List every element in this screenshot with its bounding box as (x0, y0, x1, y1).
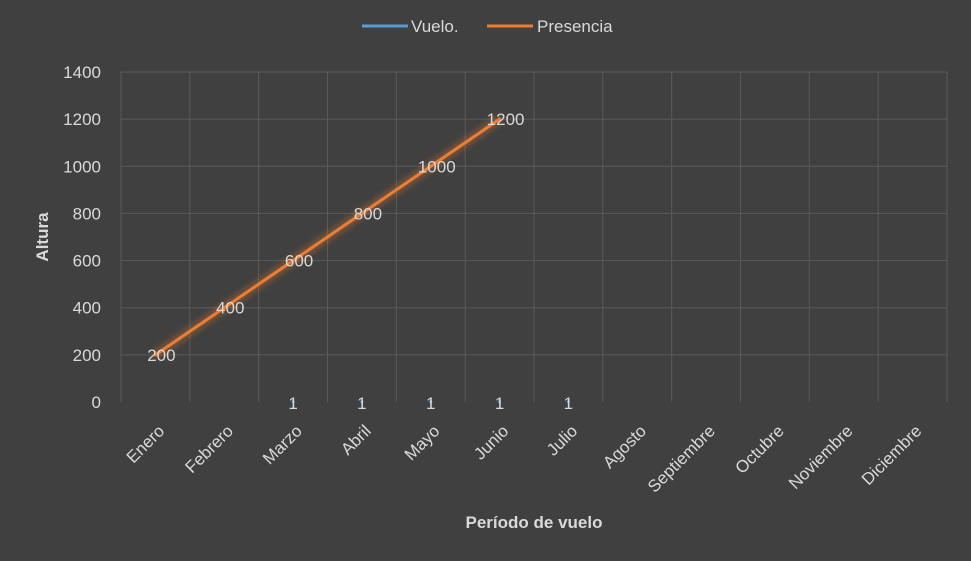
data-point (153, 353, 157, 357)
legend: Vuelo. Presencia (362, 17, 613, 36)
data-label: 1 (357, 394, 366, 413)
y-tick-label: 1000 (63, 157, 101, 176)
data-label: 400 (216, 299, 244, 318)
x-tick-label: Octubre (732, 421, 788, 477)
series-line (153, 117, 502, 357)
data-point (360, 211, 364, 215)
y-tick-label: 400 (73, 299, 101, 318)
y-tick-label: 600 (73, 252, 101, 271)
data-label: 1 (288, 394, 297, 413)
data-point (222, 306, 226, 310)
data-point (429, 400, 433, 404)
data-point (291, 400, 295, 404)
y-tick-label: 800 (73, 204, 101, 223)
x-tick-label: Julio (543, 421, 581, 459)
y-axis-title: Altura (33, 212, 52, 262)
legend-label: Vuelo. (411, 17, 459, 36)
x-tick-label: Agosto (599, 421, 650, 472)
x-tick-label: Enero (123, 421, 169, 467)
data-point (360, 400, 364, 404)
data-label: 600 (285, 252, 313, 271)
data-label: 1200 (487, 110, 525, 129)
data-label: 1 (426, 394, 435, 413)
x-tick-label: Febrero (182, 421, 238, 477)
x-tick-label: Mayo (401, 421, 444, 464)
data-label: 1 (495, 394, 504, 413)
y-tick-label: 1200 (63, 110, 101, 129)
y-tick-label: 0 (92, 393, 101, 412)
x-tick-label: Noviembre (785, 421, 857, 493)
data-label: 1000 (418, 157, 456, 176)
x-tick-label: Marzo (259, 421, 306, 468)
gridlines (120, 71, 948, 402)
x-tick-label: Diciembre (858, 421, 926, 489)
data-point (429, 164, 433, 168)
data-label: 1 (564, 394, 573, 413)
x-axis-ticks: Enero Febrero Marzo Abril Mayo Junio Julio Agos… (123, 421, 926, 496)
series-lines (153, 117, 570, 404)
x-axis-title: Período de vuelo (466, 513, 603, 532)
data-point (291, 259, 295, 263)
y-tick-label: 1400 (63, 63, 101, 82)
data-point (566, 400, 570, 404)
x-tick-label: Septiembre (644, 421, 719, 496)
x-tick-label: Junio (470, 421, 512, 463)
data-label: 200 (147, 346, 175, 365)
data-point (498, 117, 502, 121)
y-tick-label: 200 (73, 346, 101, 365)
data-point (498, 400, 502, 404)
y-axis-ticks: 0 200 400 600 800 1000 1200 1400 (63, 63, 101, 412)
x-tick-label: Abril (337, 421, 374, 458)
legend-label: Presencia (537, 17, 613, 36)
data-label: 800 (354, 204, 382, 223)
